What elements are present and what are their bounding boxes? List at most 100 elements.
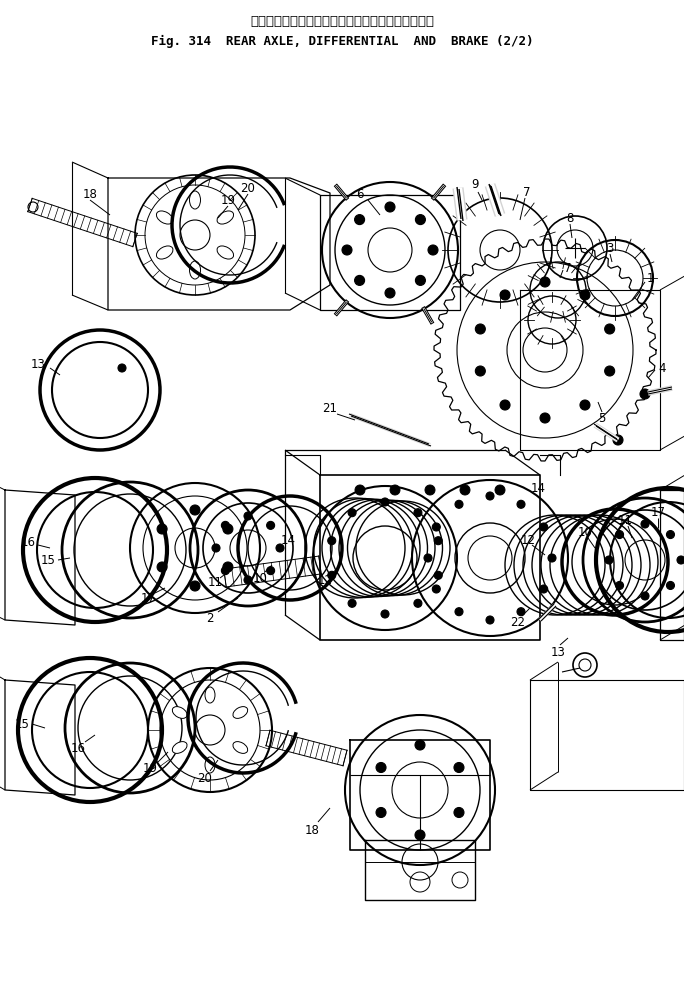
Circle shape (355, 485, 365, 495)
Text: Fig. 314  REAR AXLE, DIFFERENTIAL  AND  BRAKE (2/2): Fig. 314 REAR AXLE, DIFFERENTIAL AND BRA… (150, 35, 534, 49)
Circle shape (486, 492, 494, 500)
Text: 18: 18 (83, 188, 97, 202)
Text: 19: 19 (142, 761, 157, 774)
Circle shape (540, 413, 550, 423)
Circle shape (376, 762, 386, 772)
Circle shape (415, 215, 425, 225)
Circle shape (381, 498, 389, 506)
Circle shape (415, 740, 425, 750)
Circle shape (475, 366, 486, 376)
Circle shape (500, 290, 510, 300)
Circle shape (495, 485, 505, 495)
Text: 1: 1 (646, 271, 654, 284)
Text: 22: 22 (510, 616, 525, 629)
Ellipse shape (189, 261, 200, 279)
Circle shape (640, 389, 650, 399)
Text: 10: 10 (577, 526, 592, 539)
Circle shape (385, 202, 395, 212)
Ellipse shape (205, 757, 215, 773)
Circle shape (118, 364, 126, 372)
Text: 4: 4 (658, 361, 666, 374)
Circle shape (434, 537, 443, 544)
Text: 9: 9 (471, 178, 479, 191)
Circle shape (548, 554, 556, 562)
Circle shape (414, 599, 422, 607)
Circle shape (432, 523, 440, 531)
Circle shape (666, 581, 674, 589)
Text: 7: 7 (564, 261, 572, 274)
Circle shape (428, 245, 438, 255)
Text: 6: 6 (356, 188, 364, 202)
Circle shape (616, 531, 624, 539)
Circle shape (223, 562, 233, 572)
Circle shape (415, 830, 425, 840)
Text: 2: 2 (207, 612, 213, 625)
Text: 11: 11 (207, 575, 222, 588)
Circle shape (677, 556, 684, 564)
Ellipse shape (233, 742, 248, 753)
Circle shape (212, 544, 220, 552)
Circle shape (190, 581, 200, 591)
Circle shape (223, 524, 233, 534)
Text: 12: 12 (521, 534, 536, 546)
Ellipse shape (172, 742, 187, 753)
Circle shape (222, 566, 229, 574)
Circle shape (328, 537, 336, 544)
Circle shape (475, 324, 486, 334)
Circle shape (354, 275, 365, 285)
Circle shape (455, 608, 463, 616)
Circle shape (540, 277, 550, 287)
Ellipse shape (172, 707, 187, 719)
Text: 13: 13 (31, 358, 45, 371)
Circle shape (381, 610, 389, 618)
Text: 15: 15 (14, 718, 29, 731)
Circle shape (605, 366, 615, 376)
Circle shape (613, 435, 623, 445)
Text: 17: 17 (140, 591, 155, 605)
Circle shape (267, 566, 275, 574)
Text: 20: 20 (241, 181, 255, 194)
Text: 16: 16 (21, 536, 36, 548)
Circle shape (415, 275, 425, 285)
Circle shape (414, 509, 422, 517)
Circle shape (517, 500, 525, 508)
Ellipse shape (205, 687, 215, 703)
Circle shape (641, 592, 649, 600)
Text: 21: 21 (322, 402, 337, 415)
Circle shape (348, 509, 356, 517)
Circle shape (222, 522, 229, 530)
Text: 8: 8 (566, 212, 574, 225)
Circle shape (267, 522, 275, 530)
Text: 12: 12 (317, 573, 332, 586)
Circle shape (641, 520, 649, 528)
Circle shape (348, 599, 356, 607)
Ellipse shape (157, 211, 173, 224)
Circle shape (434, 571, 443, 579)
Text: 18: 18 (304, 824, 319, 837)
Circle shape (666, 531, 674, 539)
Text: 14: 14 (280, 534, 295, 546)
Text: 10: 10 (252, 571, 267, 584)
Ellipse shape (217, 246, 233, 259)
Circle shape (580, 400, 590, 410)
Circle shape (500, 400, 510, 410)
Circle shape (605, 556, 613, 564)
Circle shape (342, 245, 352, 255)
Circle shape (354, 215, 365, 225)
Text: 3: 3 (606, 242, 614, 254)
Circle shape (157, 524, 167, 534)
Circle shape (432, 585, 440, 593)
Text: 17: 17 (650, 506, 666, 519)
Circle shape (460, 485, 470, 495)
Text: 5: 5 (598, 412, 606, 425)
Circle shape (28, 202, 38, 212)
Circle shape (454, 808, 464, 818)
Text: 7: 7 (523, 185, 531, 199)
Circle shape (580, 290, 590, 300)
Circle shape (390, 485, 400, 495)
Circle shape (244, 512, 252, 520)
Circle shape (454, 762, 464, 772)
Text: 15: 15 (40, 553, 55, 566)
Text: 19: 19 (220, 193, 235, 207)
Text: 20: 20 (198, 771, 213, 784)
